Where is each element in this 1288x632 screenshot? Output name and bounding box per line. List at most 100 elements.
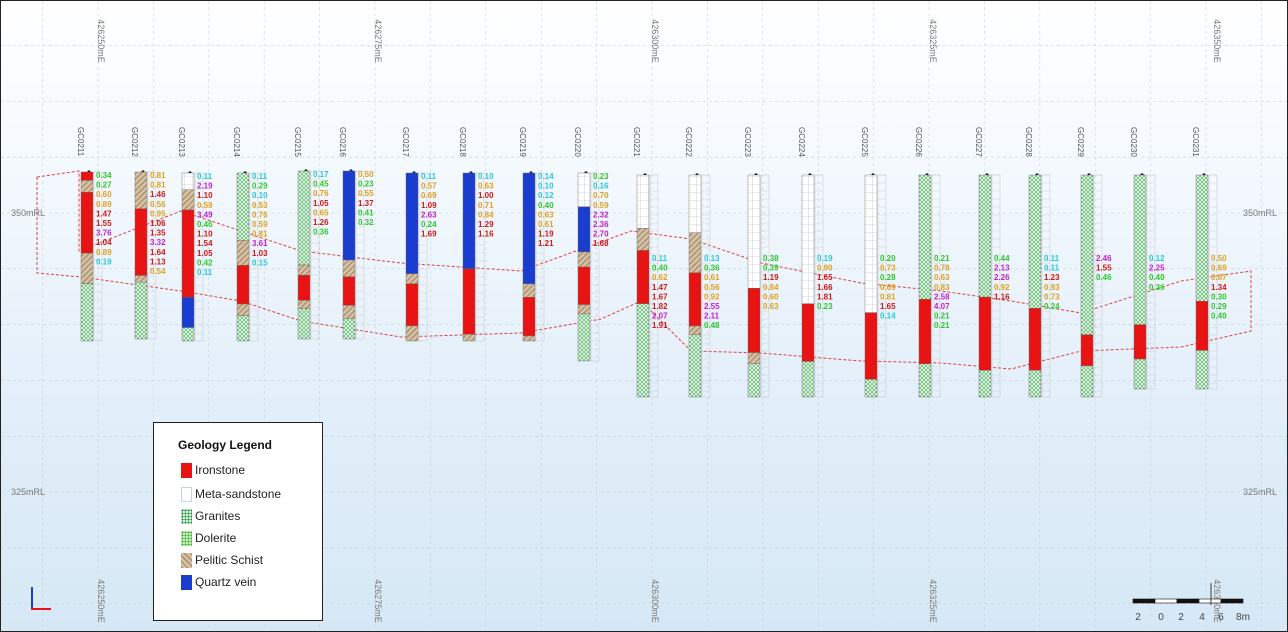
hole-id-label: GC0223 bbox=[743, 127, 752, 157]
lithology-segment bbox=[688, 334, 702, 398]
assay-value: 1.29 bbox=[478, 220, 494, 229]
lithology-segment bbox=[864, 379, 878, 398]
lithology-segment bbox=[236, 315, 250, 342]
lithology-segment bbox=[462, 334, 476, 342]
lithology-segment bbox=[462, 172, 476, 269]
drill-hole: GC0224 0.190.901.651.661.810.23 bbox=[797, 127, 833, 398]
assay-value: 2.19 bbox=[197, 182, 213, 191]
drill-hole: GC0221 0.110.400.621.471.671.822.071.91 bbox=[632, 127, 668, 398]
scale-bar-label: 2 bbox=[1135, 612, 1141, 623]
assay-value: 1.34 bbox=[1211, 283, 1227, 292]
lithology-segment bbox=[522, 283, 536, 298]
assay-value: 0.11 bbox=[197, 268, 213, 277]
assay-value: 1.23 bbox=[1044, 273, 1060, 282]
assay-value: 0.23 bbox=[593, 172, 609, 181]
lithology-segment bbox=[577, 251, 591, 268]
drill-hole: GC0220 0.230.160.700.592.322.362.701.68 bbox=[573, 127, 609, 362]
drill-hole: GC0225 0.200.730.280.690.811.650.14 bbox=[860, 127, 896, 398]
assay-value: 0.11 bbox=[652, 254, 668, 263]
assay-value: 0.71 bbox=[478, 201, 494, 210]
assay-value: 0.29 bbox=[252, 182, 268, 191]
assay-value: 2.11 bbox=[704, 312, 720, 321]
assay-value: 2.46 bbox=[1096, 254, 1112, 263]
legend-item-granites: Granites bbox=[181, 508, 240, 524]
quartz-vein-swatch-icon bbox=[181, 574, 192, 590]
assay-value: 1.06 bbox=[150, 219, 166, 228]
assay-value: 0.69 bbox=[421, 191, 437, 200]
lithology-segment bbox=[134, 208, 148, 276]
lithology-segment bbox=[405, 325, 419, 342]
lithology-segment bbox=[236, 303, 250, 317]
drill-hole: GC0230 0.122.250.400.36 bbox=[1129, 127, 1165, 390]
lithology-segment bbox=[297, 264, 311, 276]
lithology-segment bbox=[747, 352, 761, 364]
assay-value: 1.67 bbox=[652, 292, 668, 301]
lithology-segment bbox=[297, 300, 311, 309]
lithology-segment bbox=[342, 318, 356, 340]
scale-bar-label: 8m bbox=[1236, 612, 1250, 623]
assay-value: 0.14 bbox=[880, 312, 896, 321]
assay-value: 1.09 bbox=[421, 201, 437, 210]
assay-value: 1.04 bbox=[96, 238, 112, 247]
assay-value: 1.66 bbox=[817, 283, 833, 292]
hole-id-label: GC0220 bbox=[573, 127, 582, 157]
assay-value: 0.61 bbox=[538, 220, 554, 229]
assay-value: 0.63 bbox=[934, 273, 950, 282]
assay-value: 0.60 bbox=[763, 292, 779, 301]
assay-value: 0.17 bbox=[313, 170, 329, 179]
assay-value: 0.81 bbox=[880, 292, 896, 301]
hole-id-label: GC0217 bbox=[401, 127, 410, 157]
assay-value: 1.68 bbox=[593, 239, 609, 248]
drill-hole: GC0231 0.500.690.871.340.300.290.40 bbox=[1191, 127, 1227, 390]
lithology-segment bbox=[405, 172, 419, 275]
scale-bar: 2 0 2 4 6 8m bbox=[1132, 583, 1250, 623]
assay-value: 0.81 bbox=[150, 181, 166, 190]
assay-value: 0.76 bbox=[313, 189, 329, 198]
assay-value: 0.40 bbox=[538, 201, 554, 210]
hole-id-label: GC0227 bbox=[974, 127, 983, 157]
lithology-segment bbox=[918, 174, 932, 300]
assay-value: 1.55 bbox=[1096, 264, 1112, 273]
lithology-segment bbox=[1133, 358, 1147, 390]
lithology-segment bbox=[297, 274, 311, 301]
lithology-segment bbox=[801, 303, 815, 362]
assay-value: 0.11 bbox=[421, 172, 437, 181]
hole-id-label: GC0216 bbox=[338, 127, 347, 157]
assay-value: 0.45 bbox=[313, 180, 329, 189]
lithology-segment bbox=[978, 370, 992, 398]
assay-value: 0.40 bbox=[1149, 273, 1165, 282]
assay-value: 0.53 bbox=[252, 201, 268, 210]
lithology-segment bbox=[181, 297, 195, 328]
assay-value: 3.49 bbox=[197, 210, 213, 219]
assay-value: 1.05 bbox=[313, 199, 329, 208]
lithology-segment bbox=[522, 172, 536, 285]
drill-hole: GC02110.340.270.600.891.471.553.761.040.… bbox=[76, 127, 112, 342]
scale-bar-segment bbox=[1154, 598, 1178, 604]
assay-value: 0.24 bbox=[1044, 302, 1060, 311]
legend-item-pelitic-schist: Pelitic Schist bbox=[181, 552, 263, 568]
lithology-segment bbox=[688, 272, 702, 327]
legend-item-dolerite: Dolerite bbox=[181, 530, 236, 546]
assay-value: 0.59 bbox=[593, 201, 609, 210]
drill-hole: GC0219 0.140.100.120.400.630.611.191.21 bbox=[518, 127, 554, 342]
assay-value: 1.46 bbox=[150, 190, 166, 199]
assay-value: 0.92 bbox=[704, 292, 720, 301]
legend-item-meta-sandstone: Meta-sandstone bbox=[181, 486, 281, 502]
assay-value: 1.47 bbox=[96, 209, 112, 218]
hole-id-label: GC0218 bbox=[458, 127, 467, 157]
lithology-segment bbox=[688, 174, 702, 233]
assay-value: 0.73 bbox=[1044, 292, 1060, 301]
drill-hole: GC0214 0.110.290.100.530.760.590.813.611.… bbox=[232, 127, 268, 342]
lithology-segment bbox=[342, 170, 356, 261]
ironstone-swatch-icon bbox=[181, 462, 192, 478]
rl-label-left: 325mRL bbox=[11, 487, 45, 497]
assay-value: 2.07 bbox=[652, 312, 668, 321]
assay-value: 2.70 bbox=[593, 230, 609, 239]
assay-value: 1.19 bbox=[763, 273, 779, 282]
assay-value: 3.76 bbox=[96, 229, 112, 238]
hole-id-label: GC0213 bbox=[177, 127, 186, 157]
assay-value: 1.03 bbox=[252, 249, 268, 258]
lithology-segment bbox=[978, 296, 992, 371]
assay-value: 1.47 bbox=[652, 283, 668, 292]
lithology-segment bbox=[236, 265, 250, 305]
